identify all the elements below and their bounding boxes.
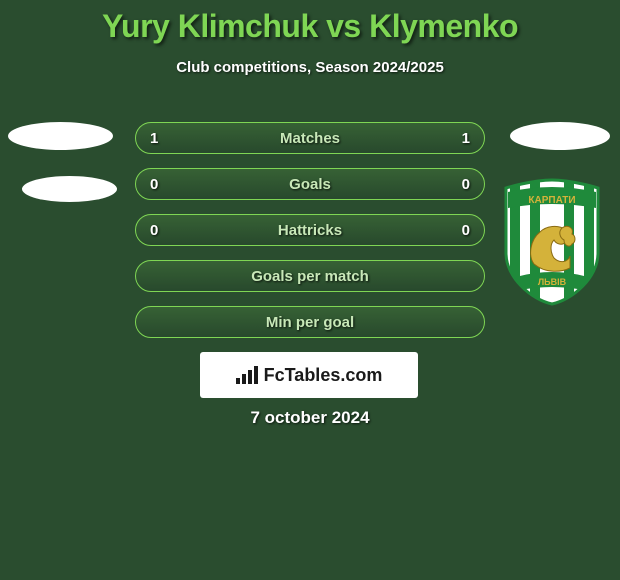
stat-left-value: 0 — [150, 176, 158, 193]
bar-chart-icon — [236, 366, 258, 384]
stat-label: Min per goal — [266, 314, 354, 331]
date-label: 7 october 2024 — [0, 408, 620, 428]
badge-top-text: КАРПАТИ — [528, 195, 575, 206]
logo-text: FcTables.com — [264, 365, 383, 386]
stat-row-matches: 1 Matches 1 — [135, 122, 485, 154]
stat-right-value: 1 — [462, 130, 470, 147]
stat-row-mpg: Min per goal — [135, 306, 485, 338]
stat-right-value: 0 — [462, 222, 470, 239]
player-left-photo-placeholder — [8, 122, 113, 150]
stat-row-gpm: Goals per match — [135, 260, 485, 292]
badge-bottom-text: ЛЬВІВ — [538, 277, 567, 287]
stat-left-value: 1 — [150, 130, 158, 147]
stat-right-value: 0 — [462, 176, 470, 193]
player-right-photo-placeholder — [510, 122, 610, 150]
player-left-club-placeholder — [22, 176, 117, 202]
stat-label: Hattricks — [278, 222, 342, 239]
stat-left-value: 0 — [150, 222, 158, 239]
club-badge-karpaty: КАРПАТИ ЛЬВІВ — [502, 178, 602, 306]
stat-label: Goals — [289, 176, 331, 193]
page-title: Yury Klimchuk vs Klymenko — [0, 0, 620, 45]
stat-label: Goals per match — [251, 268, 369, 285]
stats-container: 1 Matches 1 0 Goals 0 0 Hattricks 0 Goal… — [135, 122, 485, 352]
stat-label: Matches — [280, 130, 340, 147]
stat-row-goals: 0 Goals 0 — [135, 168, 485, 200]
stat-row-hattricks: 0 Hattricks 0 — [135, 214, 485, 246]
fctables-logo: FcTables.com — [200, 352, 418, 398]
subtitle: Club competitions, Season 2024/2025 — [0, 59, 620, 76]
